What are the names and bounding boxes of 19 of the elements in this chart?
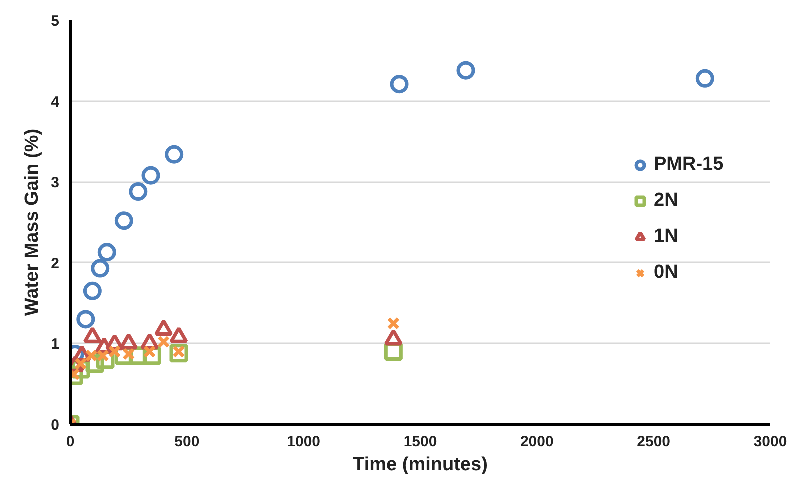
x-axis-title: Time (minutes) <box>353 454 488 476</box>
y-axis-title: Water Mass Gain (%) <box>22 128 44 316</box>
y-tick-label: 1 <box>51 336 60 354</box>
x-tick-label: 2000 <box>520 434 554 450</box>
y-tick-label: 5 <box>51 13 60 30</box>
y-tick-label: 2 <box>51 255 60 272</box>
legend-label: 0N <box>654 262 678 284</box>
y-tick-label: 3 <box>51 174 60 192</box>
x-tick-label: 500 <box>174 434 200 450</box>
x-tick-label: 1000 <box>287 434 321 450</box>
y-tick-label: 4 <box>51 94 60 111</box>
legend-label: 1N <box>654 226 678 248</box>
legend-label: PMR-15 <box>654 154 724 176</box>
legend-label: 2N <box>654 190 678 212</box>
x-tick-label: 2500 <box>637 434 671 450</box>
x-tick-label: 0 <box>66 434 75 450</box>
x-tick-label: 1500 <box>404 434 438 450</box>
x-tick-label: 3000 <box>754 434 788 450</box>
y-tick-label: 0 <box>51 417 60 434</box>
